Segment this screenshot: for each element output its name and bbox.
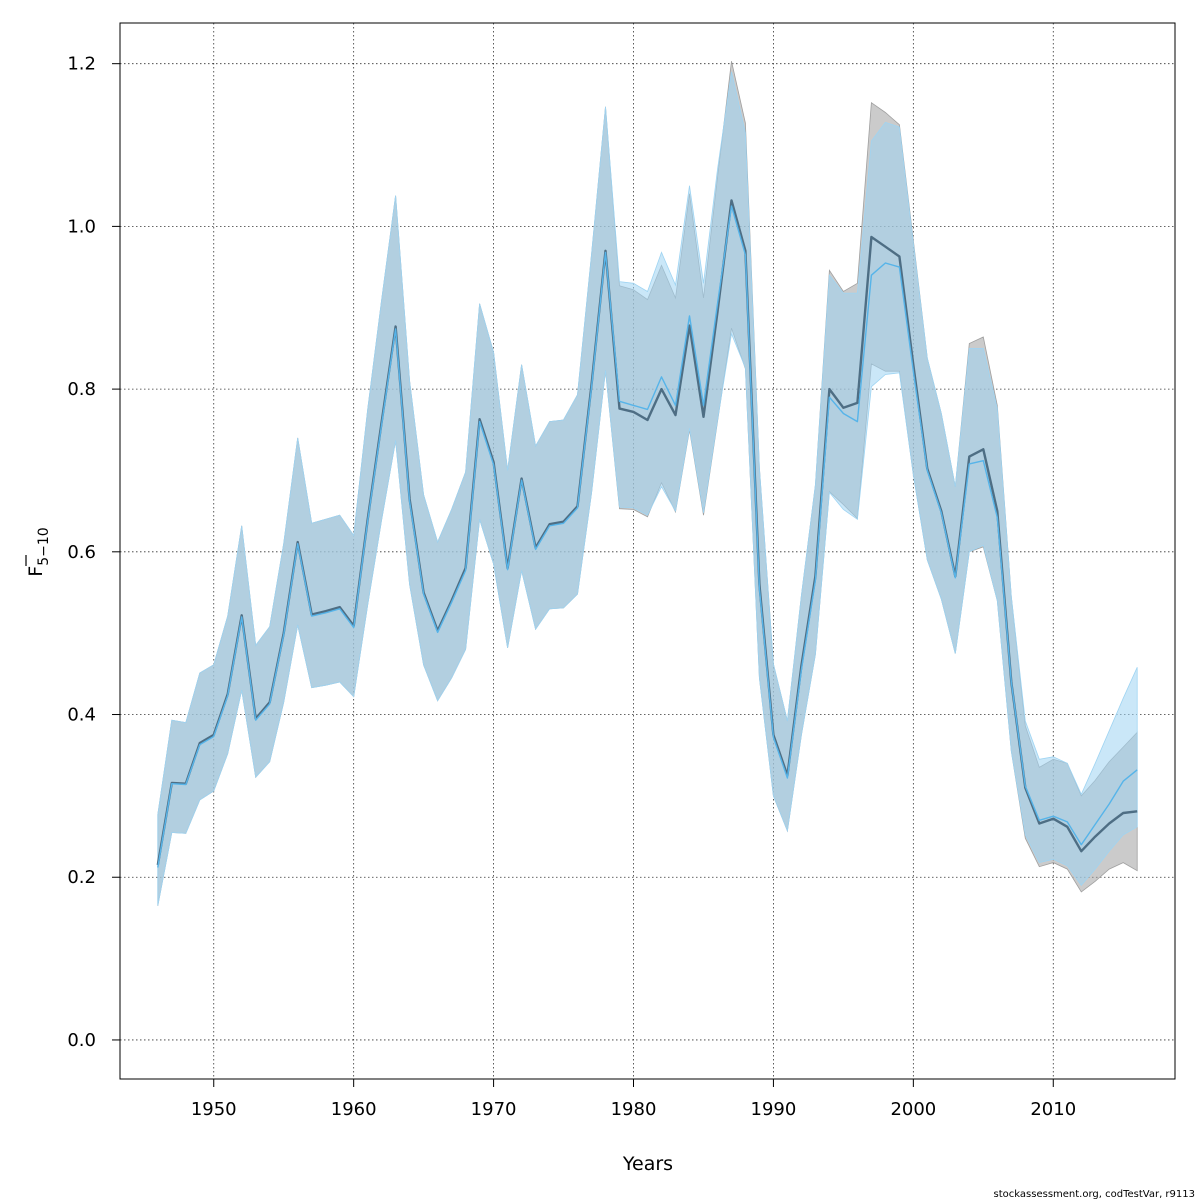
svg-text:F5−10: F5−10 [25, 527, 52, 576]
y-axis: 0.0 0.2 0.4 0.6 0.8 1.0 1.2 [67, 54, 120, 1051]
y-tick-label: 0.0 [67, 1030, 96, 1051]
y-tick-label: 0.4 [67, 705, 96, 726]
y-tick-label: 1.0 [67, 216, 96, 237]
x-tick-label: 1970 [471, 1099, 517, 1120]
plot-frame [119, 22, 1176, 1080]
series-line-0 [156, 199, 1138, 866]
y-tick-label: 0.8 [67, 379, 96, 400]
y-axis-title-main: F [25, 566, 47, 577]
x-tick-label: 1950 [191, 1099, 237, 1120]
confidence-band-1 [157, 71, 1138, 906]
x-tick-label: 1960 [331, 1099, 377, 1120]
x-tick-label: 2000 [890, 1099, 936, 1120]
y-tick-label: 0.2 [67, 867, 96, 888]
x-axis-title: Years [622, 1153, 673, 1175]
series-lines [156, 199, 1138, 868]
x-axis: 1950 1960 1970 1980 1990 2000 2010 [191, 1079, 1076, 1120]
x-tick-label: 1980 [611, 1099, 657, 1120]
y-tick-label: 0.6 [67, 542, 96, 563]
series-line-1 [157, 205, 1138, 868]
x-tick-label: 1990 [751, 1099, 797, 1120]
credit-text: stockassessment.org, codTestVar, r9113 [994, 1189, 1195, 1200]
confidence-bands [157, 61, 1138, 906]
x-tick-label: 2010 [1030, 1099, 1076, 1120]
y-axis-title: F5−10 [25, 527, 52, 576]
y-tick-label: 1.2 [67, 54, 96, 75]
y-axis-title-subscript: 5−10 [36, 527, 52, 565]
